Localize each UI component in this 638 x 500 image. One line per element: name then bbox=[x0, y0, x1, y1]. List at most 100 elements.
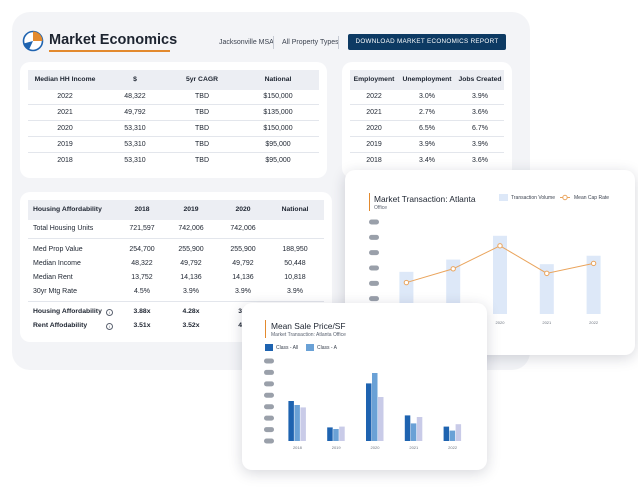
table-cell: TBD bbox=[195, 141, 209, 148]
column-header: Housing Affordability bbox=[33, 206, 102, 213]
legend-swatch-mean-cap-rate bbox=[560, 194, 570, 201]
table-cell: 3.51x bbox=[133, 322, 151, 329]
table-cell: 49,792 bbox=[180, 260, 202, 267]
table-cell: 49,792 bbox=[232, 260, 254, 267]
table-cell: 2019 bbox=[366, 141, 382, 148]
table-cell: 742,006 bbox=[230, 225, 256, 232]
table-cell: 188,950 bbox=[282, 246, 308, 253]
table-cell: 3.9% bbox=[472, 141, 488, 148]
y-tick-pill bbox=[264, 358, 274, 364]
y-tick-pill bbox=[369, 234, 379, 240]
x-tick-label: 2020 bbox=[371, 445, 381, 450]
table-cell: 2021 bbox=[57, 109, 73, 116]
y-tick-pill bbox=[264, 404, 274, 410]
table-cell: 3.4% bbox=[419, 157, 435, 164]
y-tick-pill bbox=[369, 296, 379, 302]
row-label: Med Prop Value bbox=[33, 246, 83, 253]
table-cell: 3.6% bbox=[472, 109, 488, 116]
row-divider bbox=[28, 238, 324, 239]
affordability-table-card: Housing Affordability 2018 2019 2020 Nat… bbox=[20, 192, 332, 342]
y-tick-pill bbox=[264, 415, 274, 421]
table-cell: 53,310 bbox=[124, 157, 146, 164]
row-label: Housing Affordability bbox=[33, 308, 102, 315]
info-icon[interactable]: i bbox=[106, 309, 113, 316]
table-cell: 2018 bbox=[57, 157, 73, 164]
table-cell: 49,792 bbox=[124, 109, 146, 116]
bar-series-1 bbox=[449, 430, 456, 441]
legend-label: Class - A bbox=[317, 345, 338, 351]
line-point-mean-cap-rate bbox=[403, 279, 410, 286]
chart-subtitle: Office bbox=[374, 205, 387, 211]
table-cell: 4.28x bbox=[182, 308, 200, 315]
row-divider bbox=[350, 104, 504, 105]
property-type-selector[interactable]: All Property Types bbox=[282, 39, 339, 46]
table-cell: 3.0% bbox=[419, 93, 435, 100]
bar-series-2 bbox=[378, 397, 384, 441]
y-tick-pill bbox=[369, 219, 379, 225]
legend-label: Class - All bbox=[276, 345, 299, 351]
income-table-card: Median HH Income $ 5yr CAGR National 202… bbox=[20, 62, 327, 178]
table-cell: 3.9% bbox=[183, 288, 199, 295]
table-cell: 6.5% bbox=[419, 125, 435, 132]
table-cell: 13,752 bbox=[131, 274, 153, 281]
bar-series-2 bbox=[300, 407, 306, 441]
pie-chart-logo-icon bbox=[22, 30, 44, 52]
row-label: Rent Affodability bbox=[33, 322, 88, 329]
table-cell: 6.7% bbox=[472, 125, 488, 132]
table-cell: $135,000 bbox=[263, 109, 293, 116]
column-header: 2019 bbox=[183, 206, 199, 213]
download-report-button[interactable]: DOWNLOAD MARKET ECONOMICS REPORT bbox=[348, 34, 506, 50]
row-divider bbox=[350, 120, 504, 121]
row-divider bbox=[28, 152, 319, 153]
row-divider bbox=[28, 136, 319, 137]
row-label: 30yr Mtg Rate bbox=[33, 288, 77, 295]
y-tick-pill bbox=[369, 280, 379, 286]
divider bbox=[273, 36, 274, 49]
column-header: 2018 bbox=[134, 206, 150, 213]
bar-transaction-volume bbox=[539, 264, 554, 314]
table-cell: TBD bbox=[195, 125, 209, 132]
mean-sale-price-chart-card: Mean Sale Price/SF Market Transaction: A… bbox=[242, 303, 487, 470]
table-cell: 50,448 bbox=[284, 260, 306, 267]
line-point-mean-cap-rate bbox=[450, 266, 456, 272]
y-tick-pill bbox=[369, 250, 379, 256]
table-cell: 4.5% bbox=[134, 288, 150, 295]
table-cell: 255,900 bbox=[178, 246, 204, 253]
bar-series-1 bbox=[333, 429, 339, 441]
row-divider bbox=[28, 104, 319, 105]
chart-title: Market Transaction: Atlanta bbox=[374, 194, 476, 204]
location-selector[interactable]: Jacksonville MSA bbox=[219, 39, 274, 46]
bar-series-2 bbox=[455, 424, 462, 441]
column-header: 2020 bbox=[235, 206, 251, 213]
row-label: Median Income bbox=[33, 260, 81, 267]
x-tick-label: 2020 bbox=[496, 320, 506, 325]
column-header: Jobs Created bbox=[458, 76, 502, 83]
mean-sale-price-chart: 2018 2019 2020 2021 2022 bbox=[264, 358, 462, 450]
table-cell: 2019 bbox=[57, 141, 73, 148]
bar-series-0 bbox=[443, 426, 450, 441]
row-label: Median Rent bbox=[33, 274, 73, 281]
bar-series-0 bbox=[288, 401, 294, 441]
table-cell: 3.52x bbox=[182, 322, 200, 329]
table-cell: $95,000 bbox=[265, 157, 291, 164]
line-point-mean-cap-rate bbox=[544, 270, 550, 277]
table-cell: 3.9% bbox=[419, 141, 435, 148]
x-tick-label: 2022 bbox=[589, 320, 599, 325]
table-cell: 2018 bbox=[366, 157, 382, 164]
table-cell: 10,818 bbox=[284, 274, 306, 281]
table-cell: 48,322 bbox=[124, 93, 146, 100]
bar-series-0 bbox=[327, 427, 333, 441]
table-cell: 2022 bbox=[366, 93, 382, 100]
x-tick-label: 2021 bbox=[542, 320, 552, 325]
legend-swatch-class-all bbox=[265, 344, 273, 351]
brand-underline bbox=[49, 50, 170, 52]
table-cell: 2020 bbox=[366, 125, 382, 132]
table-cell: 14,136 bbox=[180, 274, 202, 281]
table-cell: 2020 bbox=[57, 125, 73, 132]
y-tick-pill bbox=[369, 265, 379, 271]
info-icon[interactable]: i bbox=[106, 323, 113, 330]
column-header: National bbox=[264, 76, 292, 83]
x-tick-label: 2021 bbox=[409, 445, 419, 450]
table-cell: 2.7% bbox=[419, 109, 435, 116]
